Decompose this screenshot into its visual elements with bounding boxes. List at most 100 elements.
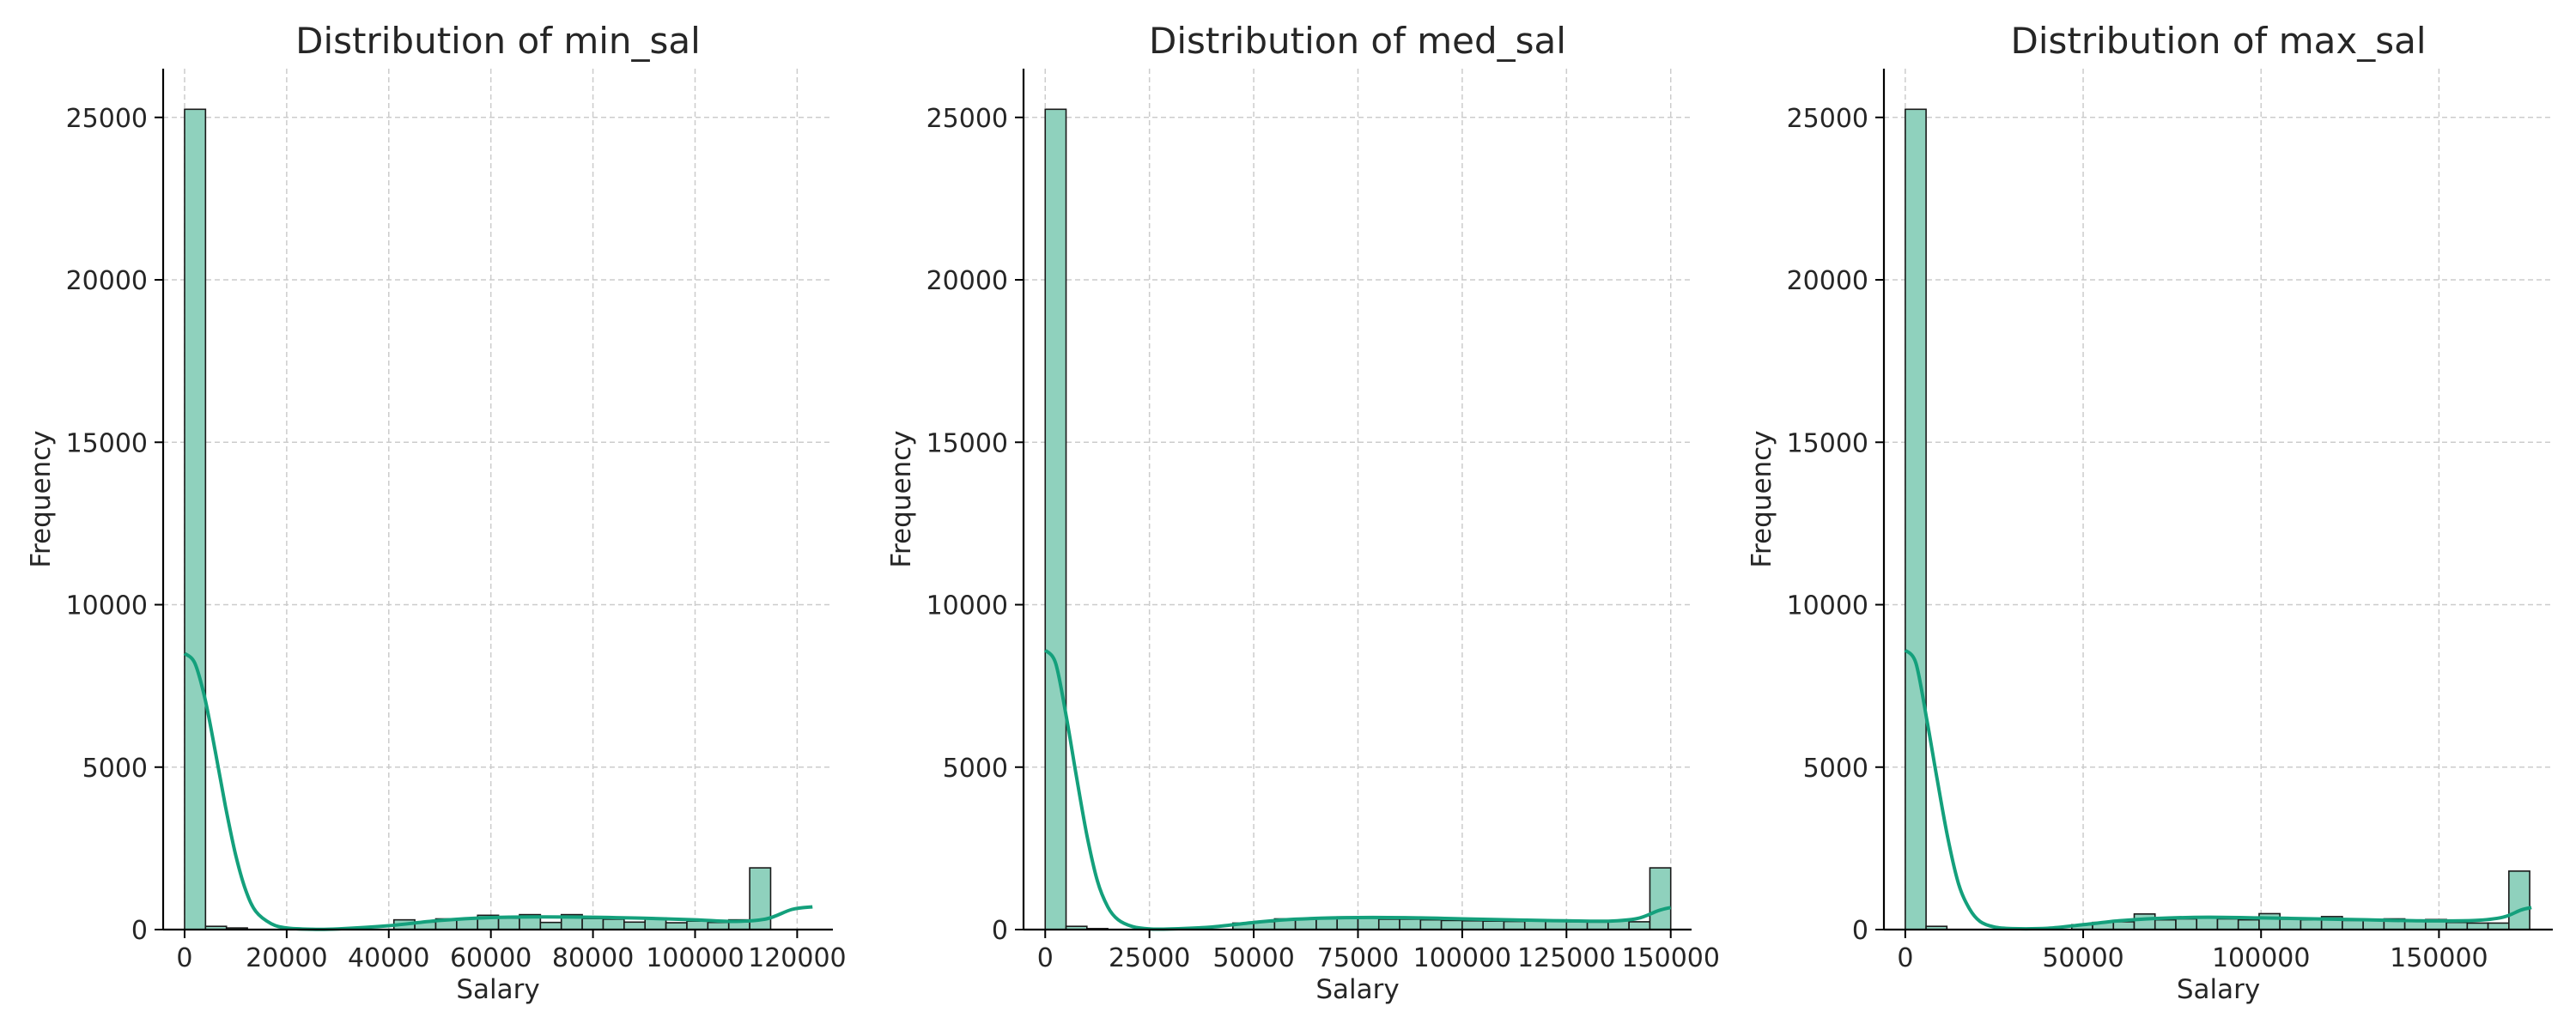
- histogram-bar: [2196, 917, 2219, 930]
- y-tick-label: 10000: [66, 591, 148, 621]
- histogram-bars: [1905, 108, 2530, 930]
- x-tick-label: 0: [176, 943, 192, 973]
- histogram-bar: [1628, 921, 1651, 930]
- x-tick-label: 120000: [748, 943, 847, 973]
- y-tick-label: 0: [992, 916, 1008, 946]
- axes: [155, 69, 833, 938]
- y-tick-label: 5000: [943, 754, 1008, 784]
- histogram-bar: [2154, 918, 2177, 930]
- chart-title: Distribution of min_sal: [295, 20, 701, 62]
- chart-title: Distribution of med_sal: [1149, 20, 1566, 62]
- y-tick-label: 5000: [1803, 754, 1868, 784]
- x-tick-label: 50000: [2042, 943, 2123, 973]
- x-tick-label: 20000: [246, 943, 327, 973]
- tick-labels: 0 25000 50000 75000 100000 125000 150000 0 5000 1…: [927, 104, 1720, 973]
- histogram-bar: [1482, 920, 1505, 930]
- histogram-bar: [2300, 918, 2323, 930]
- y-tick-label: 25000: [1787, 104, 1868, 134]
- x-tick-label: 75000: [1317, 943, 1399, 973]
- histogram-bar: [1586, 921, 1609, 930]
- y-tick-label: 0: [1852, 916, 1868, 946]
- histogram-bar: [1044, 108, 1067, 930]
- x-tick-label: 100000: [646, 943, 744, 973]
- histogram-bar: [1377, 918, 1400, 930]
- histogram-bar: [497, 917, 520, 930]
- histogram-bar: [2279, 918, 2302, 930]
- y-tick-label: 25000: [66, 104, 148, 134]
- histogram-bar: [2112, 921, 2136, 930]
- histogram-bar: [707, 921, 730, 930]
- grid: [163, 69, 833, 930]
- x-tick-label: 50000: [1212, 943, 1294, 973]
- histogram-bar: [1461, 919, 1484, 930]
- histogram-bar: [1399, 918, 1422, 930]
- histogram-bar: [686, 920, 709, 930]
- x-tick-label: 100000: [2212, 943, 2311, 973]
- x-tick-label: 60000: [450, 943, 532, 973]
- x-tick-label: 125000: [1517, 943, 1616, 973]
- y-tick-label: 20000: [927, 266, 1008, 296]
- x-tick-label: 150000: [1621, 943, 1720, 973]
- x-tick-label: 150000: [2390, 943, 2488, 973]
- histogram-bar: [2258, 912, 2281, 930]
- chart-title: Distribution of max_sal: [2010, 20, 2426, 62]
- histogram-bar: [1523, 920, 1546, 930]
- y-axis-label: Frequency: [1747, 430, 1777, 567]
- kde-line: [183, 651, 813, 931]
- histogram-bar: [2237, 918, 2260, 930]
- panel-max-sal: 0 50000 100000 150000 0 5000 10000 15000 20000 25…: [1747, 20, 2553, 1005]
- x-tick-label: 0: [1897, 943, 1913, 973]
- histogram-bars: [184, 108, 772, 930]
- histogram-bar: [2466, 922, 2489, 930]
- x-tick-label: 25000: [1109, 943, 1190, 973]
- y-tick-label: 15000: [66, 428, 148, 458]
- histogram-bar: [581, 918, 605, 930]
- tick-labels: 0 50000 100000 150000 0 5000 10000 15000 20000 25…: [1787, 104, 2488, 973]
- y-tick-label: 10000: [1787, 591, 1868, 621]
- histogram-bar: [1503, 920, 1526, 930]
- axes: [1015, 69, 1692, 938]
- x-tick-label: 80000: [552, 943, 634, 973]
- histogram-bar: [623, 921, 647, 930]
- histogram-bar: [602, 918, 625, 930]
- kde-line: [1043, 649, 1672, 931]
- x-axis-label: Salary: [2177, 974, 2260, 1005]
- histogram-bar: [1419, 918, 1443, 930]
- histogram-bar: [1905, 108, 1927, 930]
- histogram-bar: [1649, 867, 1672, 930]
- y-tick-label: 15000: [1787, 428, 1868, 458]
- x-axis-label: Salary: [456, 974, 539, 1005]
- histogram-bar: [2342, 919, 2364, 930]
- histogram-bar: [2487, 922, 2510, 930]
- histogram-bar: [1440, 919, 1463, 930]
- x-tick-label: 0: [1037, 943, 1054, 973]
- y-tick-label: 20000: [66, 266, 148, 296]
- y-tick-label: 20000: [1787, 266, 1868, 296]
- grid: [1024, 69, 1692, 930]
- tick-labels: 0 20000 40000 60000 80000 100000 120000 0 5000 10…: [66, 104, 847, 973]
- y-tick-label: 10000: [927, 591, 1008, 621]
- histogram-bar: [1565, 921, 1589, 930]
- y-tick-label: 5000: [82, 754, 148, 784]
- histogram-bar: [2216, 918, 2239, 930]
- y-tick-label: 25000: [927, 104, 1008, 134]
- y-tick-label: 15000: [927, 428, 1008, 458]
- axes: [1875, 69, 2553, 938]
- histogram-bar: [2175, 918, 2198, 930]
- histogram-bar: [2445, 921, 2469, 930]
- y-axis-label: Frequency: [886, 430, 917, 567]
- histogram-bar: [665, 922, 688, 930]
- x-axis-label: Salary: [1315, 974, 1399, 1005]
- histogram-bar: [2133, 913, 2156, 930]
- histogram-bar: [539, 921, 562, 930]
- x-tick-label: 40000: [348, 943, 429, 973]
- panel-min-sal: 0 20000 40000 60000 80000 100000 120000 0 5000 10…: [26, 20, 847, 1005]
- grid: [1884, 69, 2553, 930]
- kde-line: [1904, 649, 2532, 931]
- x-tick-label: 100000: [1413, 943, 1512, 973]
- panel-med-sal: 0 25000 50000 75000 100000 125000 150000 0 5000 1…: [886, 20, 1720, 1005]
- y-tick-label: 0: [131, 916, 148, 946]
- histogram-bar: [184, 108, 207, 930]
- y-axis-label: Frequency: [26, 430, 57, 567]
